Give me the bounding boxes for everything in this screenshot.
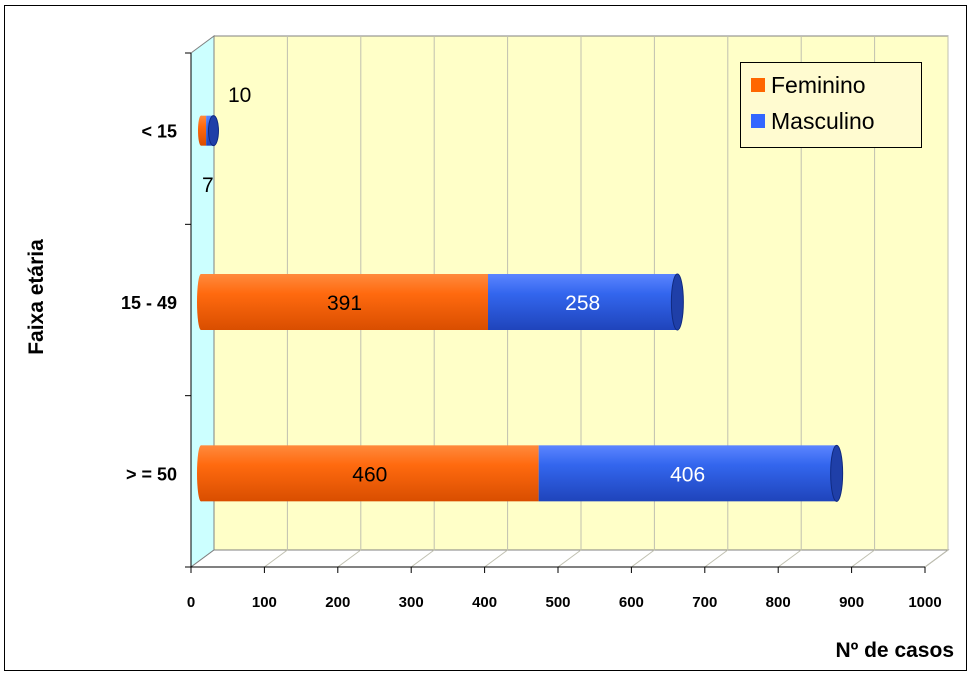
bar-end-cap (670, 273, 684, 331)
x-tick-label: 100 (252, 594, 277, 611)
x-tick-label: 700 (692, 594, 717, 611)
data-label-feminino: 460 (352, 463, 387, 486)
x-tick-label: 500 (545, 594, 570, 611)
x-tick-label: 300 (399, 594, 424, 611)
bar-end-cap (830, 444, 844, 502)
data-label-masculino: 258 (565, 292, 600, 315)
bar-masculino (538, 445, 837, 502)
bar-feminino (201, 274, 488, 330)
bar-start-cap (198, 115, 204, 146)
data-label-feminino: 391 (327, 292, 362, 315)
gridline-floor (851, 549, 875, 568)
x-tick-label: 1000 (908, 594, 941, 611)
gridline-floor (924, 549, 949, 568)
legend-label-feminino: Feminino (771, 71, 866, 98)
legend-swatch-feminino (751, 78, 765, 92)
legend-label-masculino: Masculino (771, 107, 875, 134)
category-label: < 15 (141, 122, 177, 142)
x-tick-label: 800 (766, 594, 791, 611)
x-tick-label: 200 (325, 594, 350, 611)
gridline-floor (704, 549, 729, 568)
x-tick-label: 0 (187, 594, 195, 611)
x-tick-label: 900 (839, 594, 864, 611)
data-label-masculino: 406 (670, 463, 705, 486)
x-tick-label: 400 (472, 594, 497, 611)
gridline-floor (264, 549, 288, 568)
bar-start-cap (197, 445, 205, 502)
category-label: 15 - 49 (121, 293, 177, 313)
gridline-floor (410, 549, 435, 568)
legend-item-feminino: Feminino (751, 71, 866, 99)
bar-masculino (487, 274, 678, 330)
gridline-floor (777, 549, 802, 568)
x-tick-label: 600 (619, 594, 644, 611)
gridline-floor (557, 549, 582, 568)
bar-feminino (201, 445, 539, 502)
data-label-feminino: 7 (202, 174, 214, 197)
category-label: > = 50 (126, 464, 177, 484)
gridline-floor (337, 549, 362, 568)
bar-end-cap (207, 115, 219, 147)
legend-swatch-masculino (751, 114, 765, 128)
data-label-masculino: 10 (228, 84, 251, 107)
x-axis-title: Nº de casos (835, 639, 954, 662)
y-axis-title: Faixa etária (25, 239, 48, 355)
legend: Feminino Masculino (740, 62, 922, 148)
gridline-floor (631, 549, 655, 568)
bar-start-cap (197, 274, 205, 330)
gridline-floor (484, 549, 508, 568)
legend-item-masculino: Masculino (751, 107, 875, 135)
